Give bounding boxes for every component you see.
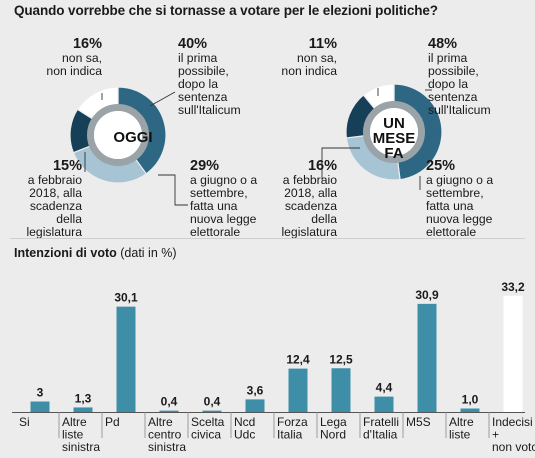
bar-value-label-4: 0,4: [204, 395, 221, 409]
bar-category-label-7-0: Lega: [320, 415, 347, 429]
bar-value-label-1: 1,3: [75, 391, 92, 405]
bar-7: [331, 368, 351, 412]
bar-category-label-3-2: sinistra: [148, 440, 186, 454]
bar-value-label-11: 33,2: [501, 280, 525, 294]
bar-category-label-3-0: Altre: [148, 415, 173, 429]
bar-category-label-7-1: Nord: [320, 428, 346, 442]
bar-9: [417, 303, 437, 412]
bar-5: [245, 399, 265, 412]
bar-value-label-10: 1,0: [462, 393, 479, 407]
bar-category-label-4-0: Scelta: [191, 415, 225, 429]
bar-value-label-5: 3,6: [247, 383, 264, 397]
donut-0-hole: [94, 111, 142, 159]
bar-value-label-6: 12,4: [286, 353, 310, 367]
donut-mese-label-giugno: 25% a giugno o a settembre, fatta una nu…: [426, 158, 494, 239]
donut-mese-label-nonsa: 11% non sa, non indica: [281, 36, 337, 78]
donut-oggi-label-prima: 40% il prima possibile, dopo la sentenza…: [178, 36, 241, 117]
bar-section-title: Intenzioni di voto (dati in %): [14, 246, 177, 260]
bar-8: [374, 396, 394, 412]
bar-value-label-0: 3: [37, 386, 44, 400]
donut-leader-line-3: [158, 174, 188, 206]
bar-2: [116, 306, 136, 412]
bar-0: [30, 401, 50, 412]
bar-category-label-11-0: Indecisi: [492, 415, 533, 429]
bar-category-label-5-0: Ncd: [234, 415, 255, 429]
bar-category-label-10-0: Altre: [449, 415, 474, 429]
bar-3: [159, 410, 179, 412]
bar-category-label-5-1: Udc: [234, 428, 255, 442]
bar-value-label-3: 0,4: [161, 395, 178, 409]
bar-6: [288, 368, 308, 412]
bar-value-label-8: 4,4: [376, 381, 393, 395]
bar-category-label-6-0: Forza: [277, 415, 308, 429]
bar-4: [202, 410, 222, 412]
page-title: Quando vorrebbe che si tornasse a votare…: [14, 3, 438, 18]
bar-category-label-3-1: centro: [148, 428, 182, 442]
donut-leader-line-1: [149, 91, 176, 107]
bar-category-label-8-1: d'Italia: [363, 428, 398, 442]
bar-category-label-4-1: civica: [191, 428, 221, 442]
bar-category-label-1-0: Altre: [62, 415, 87, 429]
donut-mese-label-febbraio: 16% a febbraio 2018, alla scadenza della…: [281, 158, 337, 239]
donut-charts: [69, 83, 443, 206]
donut-1-inner-ring: [363, 101, 425, 163]
donut-mese-label-prima: 48% il prima possibile, dopo la sentenza…: [428, 36, 491, 117]
bar-1: [73, 407, 93, 412]
bar-10: [460, 408, 480, 412]
bar-category-label-11-1: +: [492, 428, 499, 442]
bar-category-label-6-1: Italia: [277, 428, 303, 442]
bar-value-label-9: 30,9: [415, 288, 439, 302]
bar-category-label-1-1: liste: [62, 428, 84, 442]
bar-category-label-11-2: non voto: [492, 440, 535, 454]
bar-category-label-0-0: Si: [19, 415, 30, 429]
donut-oggi-center: OGGI: [113, 129, 153, 146]
bar-category-label-2-0: Pd: [105, 415, 120, 429]
donut-oggi-label-giugno: 29% a giugno o a settembre, fatta una nu…: [190, 158, 258, 239]
bar-category-label-1-2: sinistra: [62, 440, 100, 454]
donut-1-hole: [370, 108, 418, 156]
bar-category-label-10-1: liste: [449, 428, 471, 442]
bar-category-label-8-0: Fratelli: [363, 415, 399, 429]
bar-value-label-7: 12,5: [329, 352, 353, 366]
bar-category-label-9-0: M5S: [406, 415, 431, 429]
bar-11: [503, 295, 523, 412]
donut-leader-line-6: [321, 147, 360, 180]
section-divider: [10, 238, 525, 239]
donut-mese-center: UN MESE FA: [372, 115, 416, 162]
donut-oggi-label-febbraio: 15% a febbraio 2018, alla scadenza della…: [26, 158, 82, 239]
donut-0-inner-ring: [87, 104, 149, 166]
bar-value-label-2: 30,1: [114, 291, 138, 305]
donut-oggi-label-nonsa: 16% non sa, non indica: [46, 36, 102, 78]
